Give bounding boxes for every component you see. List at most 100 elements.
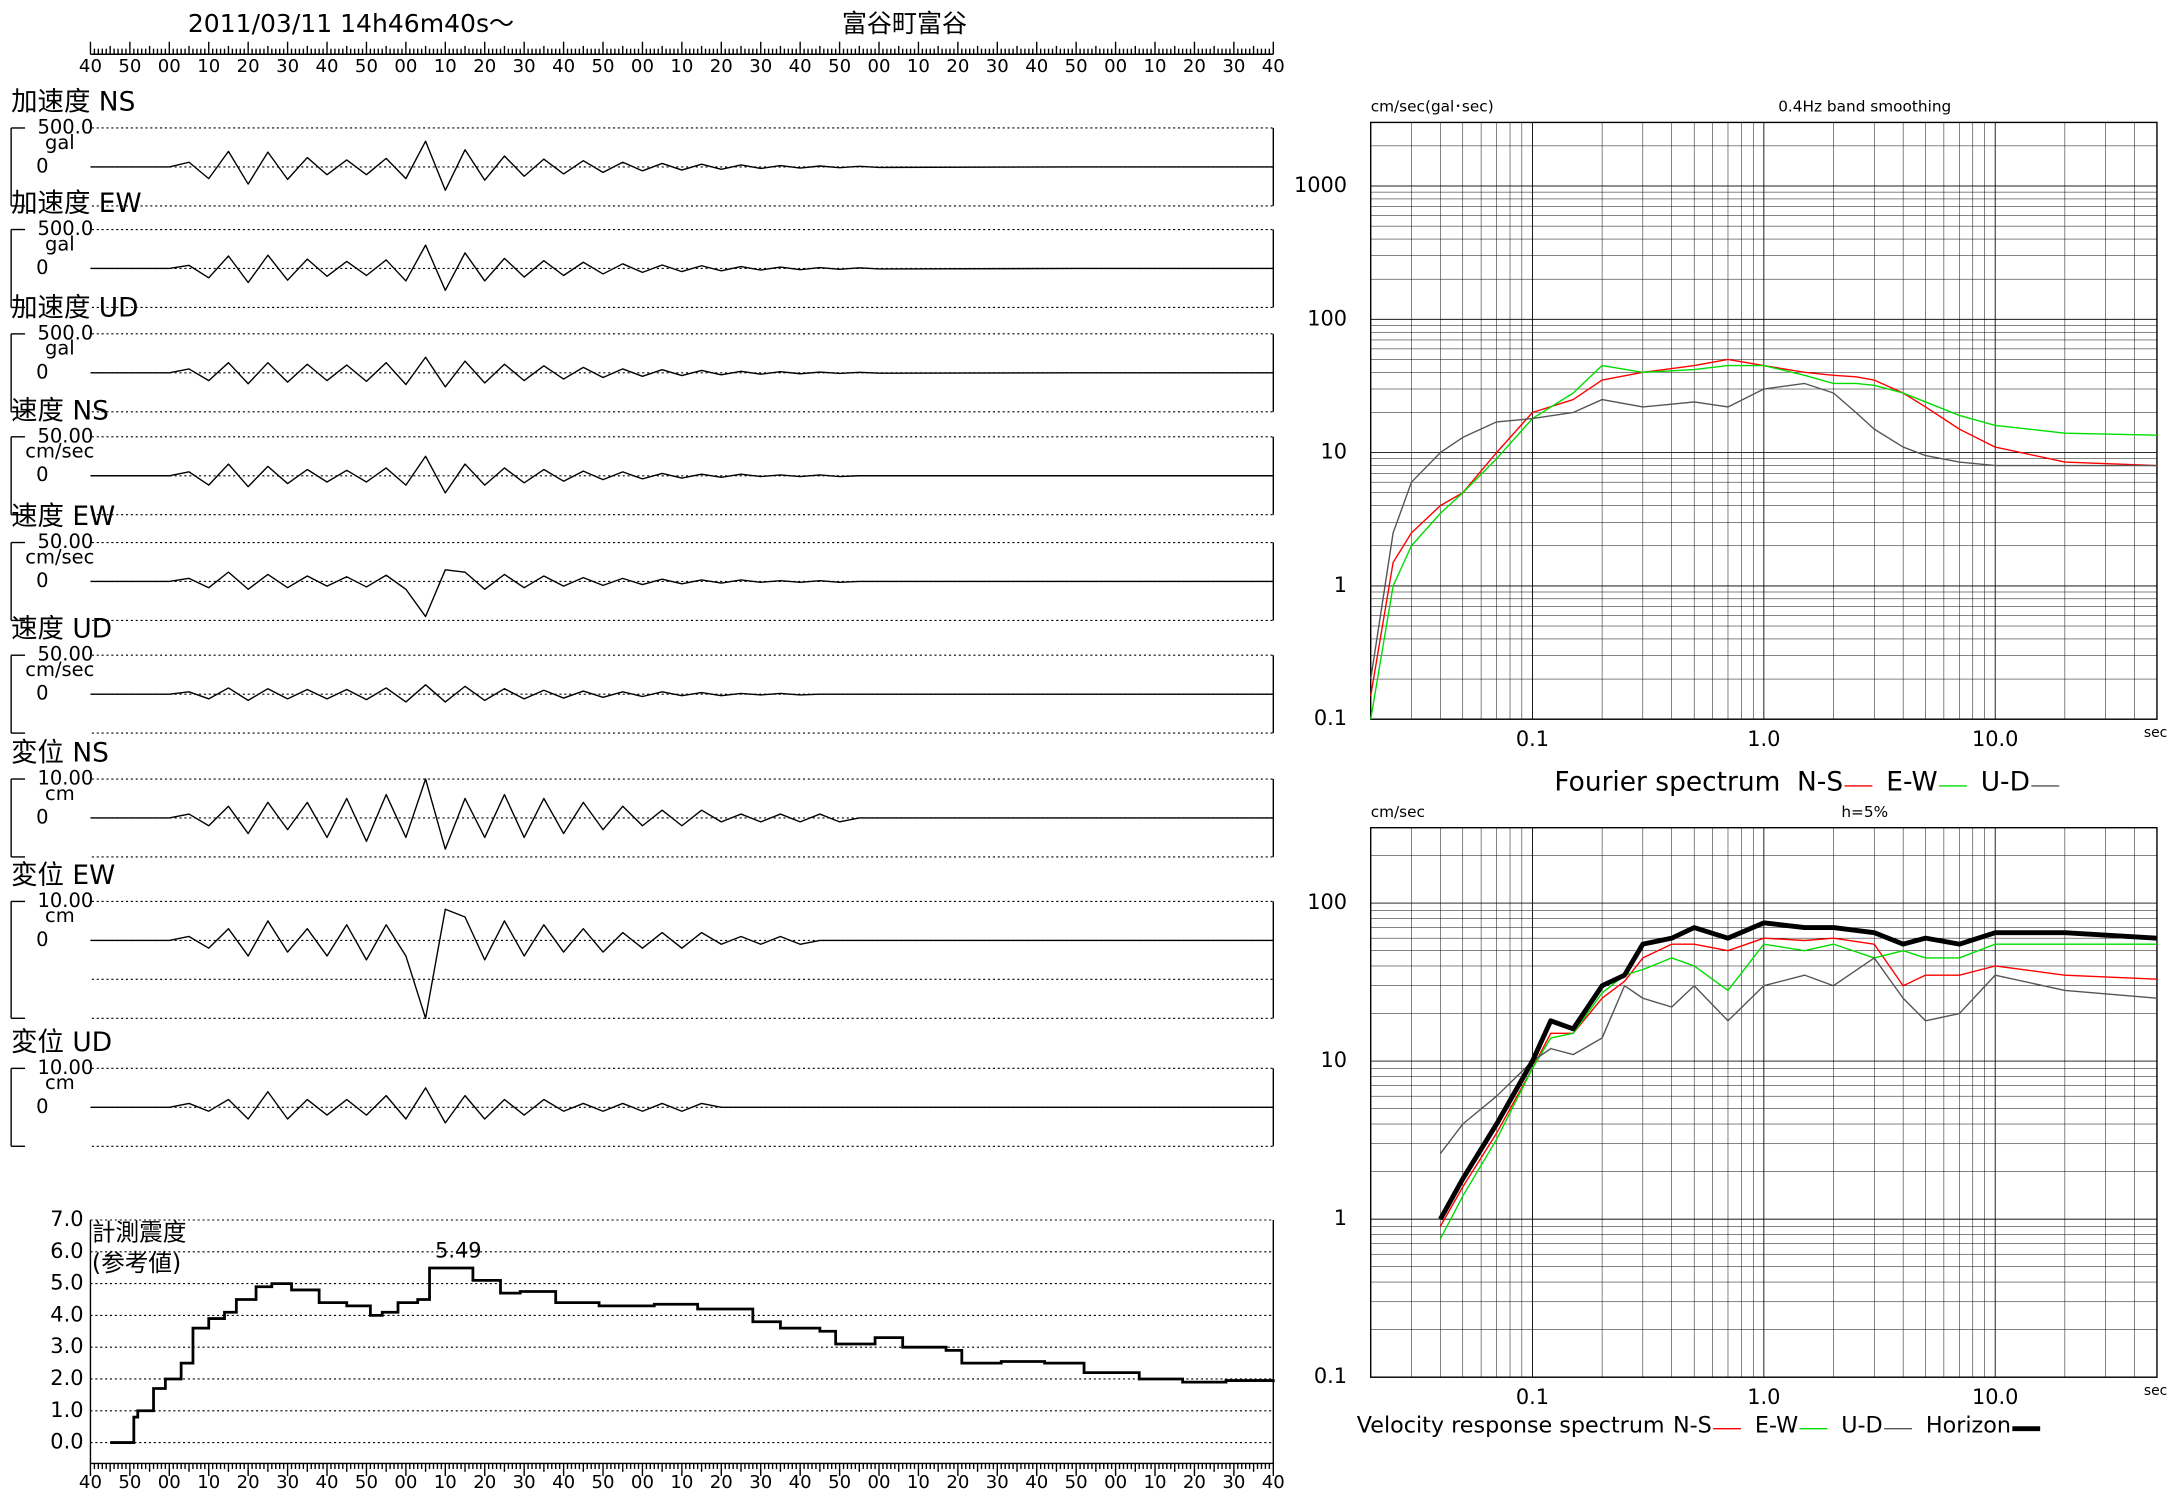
y-tick-label: 10	[1320, 1048, 1347, 1072]
time-tick-label: 20	[710, 1472, 733, 1493]
spectrum-line	[1370, 364, 2157, 720]
unit-label: gal	[45, 337, 75, 360]
legend-label: U-D	[1841, 1412, 1882, 1438]
legend-title: Fourier spectrum	[1554, 767, 1780, 798]
time-tick-label: 10	[907, 56, 930, 77]
time-tick-label: 30	[1222, 56, 1245, 77]
time-tick-label: 30	[986, 1472, 1009, 1493]
panel-title: 変位 EW	[11, 860, 115, 891]
y-tick-label: 2.0	[50, 1366, 83, 1390]
time-tick-label: 50	[1065, 56, 1088, 77]
panel-title: 加速度 NS	[11, 86, 135, 117]
intensity-line	[110, 1266, 1275, 1444]
y-tick-label: 50.00	[37, 424, 93, 447]
panel-title: 変位 UD	[11, 1027, 112, 1058]
chart-title: h=5%	[1841, 803, 1888, 821]
time-tick-label: 10	[670, 56, 693, 77]
panel-title: 加速度 EW	[11, 188, 142, 219]
waveform	[90, 908, 1274, 1019]
x-axis-label: sec	[2144, 725, 2167, 741]
x-tick-label: 0.1	[1516, 1385, 1549, 1409]
waveform	[90, 244, 1274, 291]
time-tick-label: 10	[197, 56, 220, 77]
y-axis-label: cm/sec(gal･sec)	[1371, 98, 1494, 116]
time-tick-label: 30	[749, 1472, 772, 1493]
time-tick-label: 40	[79, 56, 102, 77]
time-tick-label: 00	[394, 56, 417, 77]
y-tick-label: 4.0	[50, 1302, 83, 1326]
y-tick-label: 6.0	[50, 1239, 83, 1263]
time-tick-label: 10	[1144, 56, 1167, 77]
panel-title: 速度 NS	[11, 395, 109, 426]
y-tick-label: 1000	[1294, 173, 1347, 197]
y-tick-label: 0.0	[50, 1430, 83, 1454]
time-tick-label: 40	[79, 1472, 102, 1493]
x-tick-label: 10.0	[1972, 1385, 2018, 1409]
legend-label: Horizon	[1926, 1412, 2011, 1438]
y-tick-label: 0	[36, 1095, 48, 1118]
spectrum-line	[1370, 382, 2157, 680]
time-tick-label: 50	[828, 56, 851, 77]
y-tick-label: 50.00	[37, 643, 93, 666]
waveform	[90, 1087, 1274, 1124]
y-tick-label: 50.00	[37, 530, 93, 553]
spectrum-line	[1439, 937, 2157, 1227]
unit-label: cm/sec	[25, 658, 94, 681]
x-tick-label: 10.0	[1972, 727, 2018, 751]
peak-label: 5.49	[435, 1238, 481, 1262]
y-tick-label: 0	[36, 928, 48, 951]
y-tick-label: 0.1	[1314, 1364, 1347, 1388]
time-tick-label: 40	[552, 1472, 575, 1493]
time-tick-label: 10	[434, 1472, 457, 1493]
time-tick-label: 00	[158, 1472, 181, 1493]
panel-title: 変位 NS	[11, 737, 109, 768]
time-tick-label: 20	[946, 56, 969, 77]
time-tick-label: 20	[237, 56, 260, 77]
legend-title: Velocity response spectrum	[1357, 1412, 1665, 1438]
y-tick-label: 1	[1334, 573, 1347, 597]
waveform	[90, 684, 1274, 703]
y-tick-label: 10.00	[37, 767, 93, 790]
date-title: 2011/03/11 14h46m40s～	[188, 9, 514, 38]
time-tick-label: 10	[670, 1472, 693, 1493]
y-tick-label: 100	[1307, 306, 1347, 330]
spectrum-line	[1438, 920, 2158, 1221]
panel-title: 速度 EW	[11, 501, 115, 532]
x-tick-label: 1.0	[1747, 1385, 1780, 1409]
spectrum-line	[1439, 957, 2158, 1155]
unit-label: gal	[45, 232, 75, 255]
time-tick-label: 20	[473, 56, 496, 77]
y-tick-label: 500.0	[37, 321, 93, 344]
y-tick-label: 7.0	[50, 1207, 83, 1231]
y-tick-label: 0	[36, 805, 48, 828]
y-tick-label: 100	[1307, 890, 1347, 914]
time-tick-label: 40	[1025, 56, 1048, 77]
time-tick-label: 20	[946, 1472, 969, 1493]
panel-title: 加速度 UD	[11, 292, 138, 323]
time-tick-label: 40	[552, 56, 575, 77]
spectrum-line	[1439, 943, 2157, 1240]
time-tick-label: 00	[868, 56, 891, 77]
y-tick-label: 0.1	[1314, 706, 1347, 730]
y-tick-label: 500.0	[37, 217, 93, 240]
time-tick-label: 50	[355, 56, 378, 77]
waveform	[90, 455, 1274, 494]
waveform	[90, 140, 1274, 191]
station-title: 富谷町富谷	[842, 9, 967, 38]
y-tick-label: 0	[36, 256, 48, 279]
chart-title: 計測震度	[92, 1218, 187, 1246]
time-tick-label: 30	[513, 56, 536, 77]
unit-label: cm	[45, 1071, 75, 1094]
unit-label: gal	[45, 131, 75, 154]
time-tick-label: 00	[394, 1472, 417, 1493]
x-tick-label: 0.1	[1516, 727, 1549, 751]
y-axis-label: cm/sec	[1371, 803, 1425, 821]
time-tick-label: 00	[1104, 56, 1127, 77]
waveform	[90, 356, 1274, 388]
time-tick-label: 30	[1222, 1472, 1245, 1493]
time-tick-label: 50	[118, 56, 141, 77]
spectrum-line	[1370, 358, 2157, 696]
time-tick-label: 50	[828, 1472, 851, 1493]
